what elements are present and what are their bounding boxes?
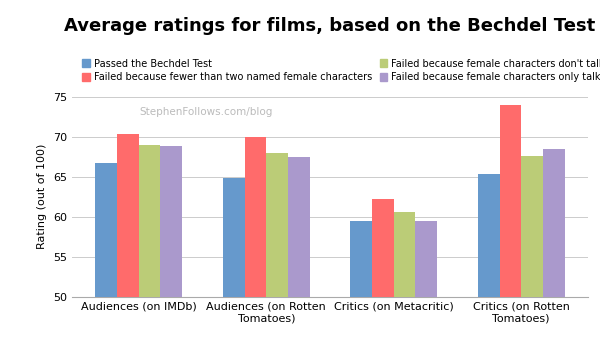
Bar: [266, 153, 288, 337]
Bar: [372, 199, 394, 337]
Bar: [394, 212, 415, 337]
Bar: [245, 137, 266, 337]
Bar: [500, 104, 521, 337]
Bar: [521, 156, 543, 337]
Bar: [350, 221, 372, 337]
Bar: [543, 149, 565, 337]
Bar: [160, 146, 182, 337]
Bar: [415, 221, 437, 337]
Y-axis label: Rating (out of 100): Rating (out of 100): [37, 144, 47, 249]
Legend: Passed the Bechdel Test, Failed because fewer than two named female characters, : Passed the Bechdel Test, Failed because …: [82, 59, 600, 83]
Text: StephenFollows.com/blog: StephenFollows.com/blog: [139, 106, 272, 117]
Bar: [288, 157, 310, 337]
Bar: [139, 145, 160, 337]
Text: Average ratings for films, based on the Bechdel Test: Average ratings for films, based on the …: [64, 17, 596, 35]
Bar: [95, 163, 117, 337]
Bar: [223, 178, 245, 337]
Bar: [117, 134, 139, 337]
Bar: [478, 174, 500, 337]
